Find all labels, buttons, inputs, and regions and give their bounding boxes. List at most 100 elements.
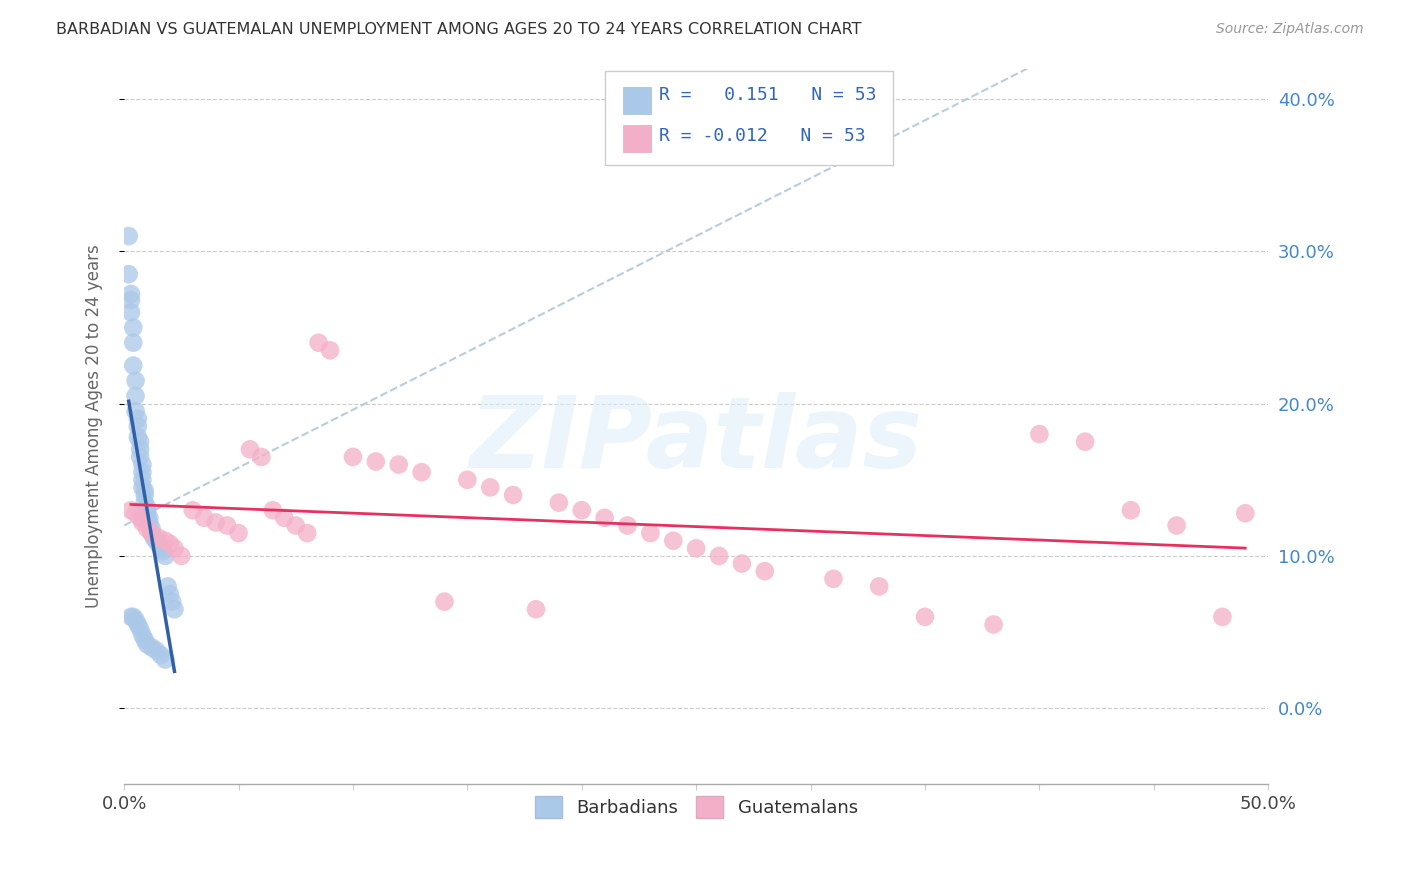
Point xyxy=(914,610,936,624)
Point xyxy=(120,305,142,319)
Point xyxy=(155,549,177,563)
Point xyxy=(141,526,163,541)
Point xyxy=(228,526,250,541)
Point xyxy=(983,617,1005,632)
Point xyxy=(129,434,152,449)
Point xyxy=(284,518,307,533)
Text: Source: ZipAtlas.com: Source: ZipAtlas.com xyxy=(1216,22,1364,37)
Point xyxy=(342,450,364,464)
Point xyxy=(138,511,160,525)
Point xyxy=(129,450,152,464)
Point xyxy=(1119,503,1142,517)
Point xyxy=(131,458,153,472)
Point xyxy=(141,522,163,536)
Point xyxy=(129,622,152,636)
Point xyxy=(262,503,284,517)
Point xyxy=(134,483,156,498)
Point xyxy=(364,454,387,468)
Point xyxy=(136,503,159,517)
Point xyxy=(148,537,170,551)
Point xyxy=(155,652,177,666)
Y-axis label: Unemployment Among Ages 20 to 24 years: Unemployment Among Ages 20 to 24 years xyxy=(86,244,103,608)
Point xyxy=(502,488,524,502)
Point xyxy=(1166,518,1188,533)
Point xyxy=(120,293,142,307)
Point xyxy=(616,518,638,533)
Point xyxy=(707,549,730,563)
Point xyxy=(134,632,156,647)
Text: R = -0.012   N = 53: R = -0.012 N = 53 xyxy=(659,127,866,145)
Point xyxy=(124,374,146,388)
Point xyxy=(823,572,845,586)
Point xyxy=(1234,506,1257,520)
Point xyxy=(145,533,167,548)
Point xyxy=(156,579,179,593)
Point xyxy=(754,564,776,578)
Point xyxy=(217,518,239,533)
Point xyxy=(159,587,181,601)
Point xyxy=(868,579,890,593)
Point xyxy=(479,480,502,494)
Point xyxy=(145,643,167,657)
Text: R =   0.151   N = 53: R = 0.151 N = 53 xyxy=(659,86,877,103)
Point xyxy=(131,465,153,479)
Point xyxy=(170,549,193,563)
Point xyxy=(571,503,593,517)
Point xyxy=(685,541,707,556)
Point xyxy=(388,458,411,472)
Point xyxy=(118,267,141,281)
Point xyxy=(131,480,153,494)
Point xyxy=(134,488,156,502)
Point xyxy=(136,522,159,536)
Point xyxy=(204,516,226,530)
Point xyxy=(129,511,152,525)
Point xyxy=(731,557,754,571)
Point xyxy=(141,640,163,655)
Point xyxy=(547,495,569,509)
Point xyxy=(273,511,295,525)
Point xyxy=(163,602,186,616)
Point xyxy=(411,465,433,479)
Point xyxy=(433,594,456,608)
Point xyxy=(152,544,174,558)
Point xyxy=(148,531,170,545)
Point xyxy=(181,503,204,517)
Point xyxy=(142,531,165,545)
Point xyxy=(124,404,146,418)
Point xyxy=(160,594,183,608)
Point xyxy=(159,537,181,551)
Point xyxy=(319,343,342,358)
Point xyxy=(127,430,149,444)
Point xyxy=(118,229,141,244)
Point xyxy=(134,495,156,509)
Point xyxy=(122,335,145,350)
Point xyxy=(141,526,163,541)
Point xyxy=(136,506,159,520)
Point xyxy=(149,648,172,662)
Point xyxy=(131,473,153,487)
Point xyxy=(250,450,273,464)
Point xyxy=(193,511,215,525)
Point xyxy=(308,335,330,350)
Text: BARBADIAN VS GUATEMALAN UNEMPLOYMENT AMONG AGES 20 TO 24 YEARS CORRELATION CHART: BARBADIAN VS GUATEMALAN UNEMPLOYMENT AMO… xyxy=(56,22,862,37)
Point xyxy=(155,533,177,548)
Point xyxy=(149,541,172,556)
Point xyxy=(456,473,478,487)
Point xyxy=(122,320,145,334)
Point xyxy=(122,359,145,373)
Text: ZIPatlas: ZIPatlas xyxy=(470,392,922,490)
Point xyxy=(122,610,145,624)
Point xyxy=(131,628,153,642)
Point xyxy=(127,617,149,632)
Legend: Barbadians, Guatemalans: Barbadians, Guatemalans xyxy=(527,789,865,825)
Point xyxy=(136,637,159,651)
Point xyxy=(524,602,547,616)
Point xyxy=(1074,434,1097,449)
Point xyxy=(120,287,142,301)
Point xyxy=(593,511,616,525)
Point xyxy=(1211,610,1233,624)
Point xyxy=(131,516,153,530)
Point xyxy=(163,541,186,556)
Point xyxy=(295,526,318,541)
Point xyxy=(124,389,146,403)
